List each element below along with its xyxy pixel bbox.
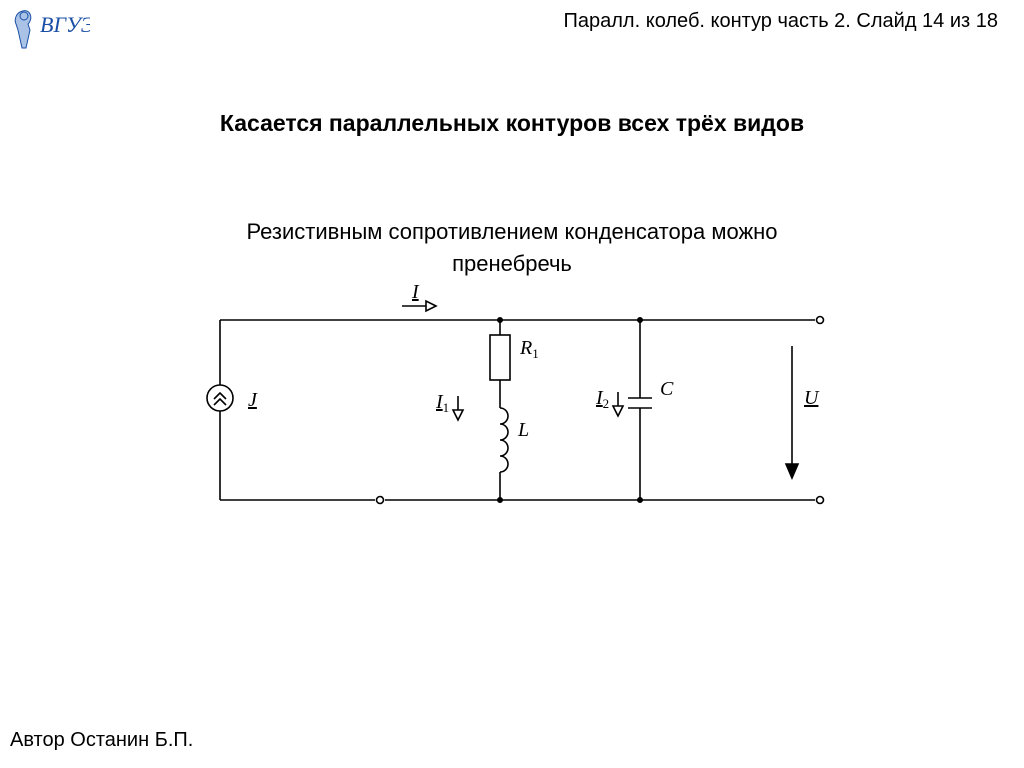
label-I2: I2: [595, 387, 609, 411]
label-L: L: [517, 419, 529, 441]
page-title: Касается параллельных контуров всех трёх…: [0, 110, 1024, 137]
subtitle-line1: Резистивным сопротивлением конденсатора …: [246, 219, 777, 244]
author-footer: Автор Останин Б.П.: [10, 729, 193, 752]
page-subtitle: Резистивным сопротивлением конденсатора …: [0, 216, 1024, 280]
logo-text: ВГУЭС: [40, 12, 90, 37]
header-slide-info: Паралл. колеб. контур часть 2. Слайд 14 …: [564, 10, 998, 33]
label-I1: I1: [435, 391, 449, 415]
label-C: C: [660, 378, 674, 400]
label-R1: R1: [519, 337, 539, 361]
label-U: U: [804, 387, 820, 409]
university-logo: ВГУЭС: [10, 8, 90, 54]
label-I: I: [411, 281, 420, 303]
subtitle-line2: пренебречь: [452, 251, 572, 276]
label-J: J: [248, 389, 258, 411]
circuit-diagram: I J R1 I1 L I2 C U: [180, 280, 860, 520]
